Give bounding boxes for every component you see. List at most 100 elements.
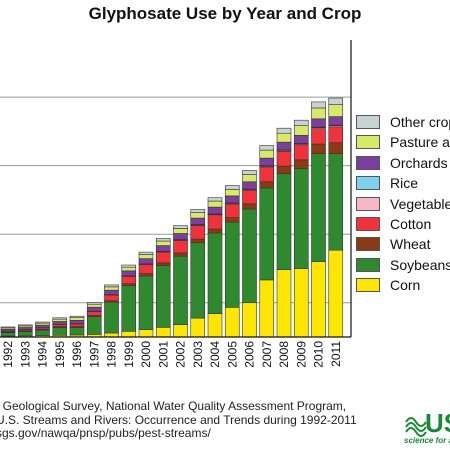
bar-segment <box>224 195 240 204</box>
bar-segment <box>311 261 326 338</box>
bar-segment <box>311 153 326 262</box>
bar-segment <box>17 331 33 337</box>
bar-segment <box>86 306 102 312</box>
legend-swatch <box>356 237 380 252</box>
bar-segment <box>104 284 119 288</box>
legend-label: Wheat <box>390 236 431 253</box>
bar-segment <box>104 301 119 334</box>
bar-segment <box>311 143 326 154</box>
bar-segment <box>242 203 257 210</box>
x-tick-label: 2006 <box>243 341 257 368</box>
chart-title: Glyphosate Use by Year and Crop <box>88 4 362 23</box>
bar-segment <box>104 286 119 291</box>
legend-label: Pasture ar <box>390 134 450 151</box>
bar-segment <box>86 311 102 316</box>
bar-segment <box>224 188 240 197</box>
bar-segment <box>52 321 68 325</box>
legend-item: Cotton <box>356 214 450 234</box>
x-tick-label: 2011 <box>329 341 343 367</box>
bar-segment <box>52 327 68 336</box>
bar-segment <box>104 289 119 295</box>
source-citation: . Geological Survey, National Water Qual… <box>0 399 357 441</box>
bar-segment <box>328 142 344 154</box>
bar-segment <box>121 270 137 277</box>
bar-segment <box>138 254 154 259</box>
bar-segment <box>190 209 206 213</box>
source-line: sgs.gov/nawqa/pnsp/pubs/pest-streams/ <box>0 426 211 440</box>
bar-segment <box>173 324 188 338</box>
bar-segment <box>242 208 257 304</box>
bar-segment <box>69 315 85 318</box>
logo-tagline: science for a <box>404 436 450 445</box>
bar-segment <box>121 285 137 332</box>
source-line: U.S. Streams and Rivers: Occurrence and … <box>0 412 357 427</box>
logo-letters: US <box>425 408 450 438</box>
bar-segment <box>173 228 188 234</box>
bar-segment <box>138 258 154 265</box>
usgs-logo: US science for a <box>404 404 450 445</box>
bar-segment <box>35 329 50 336</box>
legend-swatch <box>356 278 380 293</box>
x-tick-label: 1992 <box>1 341 15 368</box>
x-tick-label: 1993 <box>18 341 32 368</box>
bar-segment <box>69 323 85 327</box>
x-tick-label: 1996 <box>70 341 84 368</box>
bar-segment <box>173 240 188 254</box>
bar-segment <box>69 327 85 336</box>
legend-label: Orchards a <box>390 154 450 171</box>
bar-segment <box>328 126 344 144</box>
x-tick-label: 2004 <box>208 341 222 368</box>
bar-segment <box>242 302 257 338</box>
bar-segment <box>276 173 292 270</box>
x-tick-label: 1998 <box>105 341 119 368</box>
bar-segment <box>224 221 240 308</box>
x-tick-label: 2003 <box>191 341 205 368</box>
x-tick-label: 1995 <box>53 341 67 368</box>
bar-segment <box>155 245 171 252</box>
bar-segment <box>155 240 171 246</box>
legend-swatch <box>356 257 380 272</box>
bar-segment <box>207 214 223 230</box>
bar-segment <box>86 302 102 305</box>
bar-segment <box>311 107 326 120</box>
bar-segment <box>121 276 137 285</box>
bar-segment <box>293 159 309 169</box>
bar-segment <box>173 233 188 240</box>
bar-segment <box>311 128 326 145</box>
source-line: . Geological Survey, National Water Qual… <box>0 399 347 413</box>
bar-segment <box>242 174 257 183</box>
bar-segment <box>0 332 16 337</box>
legend-label: Corn <box>390 277 421 294</box>
bar-segment <box>276 150 292 167</box>
bar-segment <box>259 279 275 338</box>
bar-segment <box>138 264 154 274</box>
bar-segment <box>69 320 85 325</box>
legend-label: Vegetable <box>390 195 450 212</box>
x-tick-label: 2005 <box>225 341 239 368</box>
bar-segment <box>276 132 292 143</box>
bar-segment <box>121 330 137 338</box>
x-tick-label: 2010 <box>312 341 326 368</box>
bar-segment <box>207 232 223 314</box>
bar-segment <box>328 153 344 251</box>
bar-segment <box>138 329 154 338</box>
bar-segment <box>173 255 188 325</box>
bar-segment <box>242 181 257 190</box>
bar-segment <box>190 225 206 240</box>
bar-segment <box>138 273 154 277</box>
legend-swatch <box>356 155 380 170</box>
bar-segment <box>173 252 188 257</box>
bar-segment <box>224 185 240 190</box>
legend-item: Orchards a <box>356 153 450 173</box>
bar-segment <box>138 251 154 255</box>
bar-segment <box>207 197 223 202</box>
legend-swatch <box>356 196 380 211</box>
bar-segment <box>17 324 33 327</box>
legend-label: Rice <box>390 175 419 192</box>
bar-segment <box>293 125 309 136</box>
bar-segment <box>276 269 292 338</box>
x-tick-label: 1994 <box>36 341 50 368</box>
bar-segment <box>190 242 206 319</box>
x-tick-label: 2002 <box>174 341 188 368</box>
bar-segment <box>173 225 188 229</box>
